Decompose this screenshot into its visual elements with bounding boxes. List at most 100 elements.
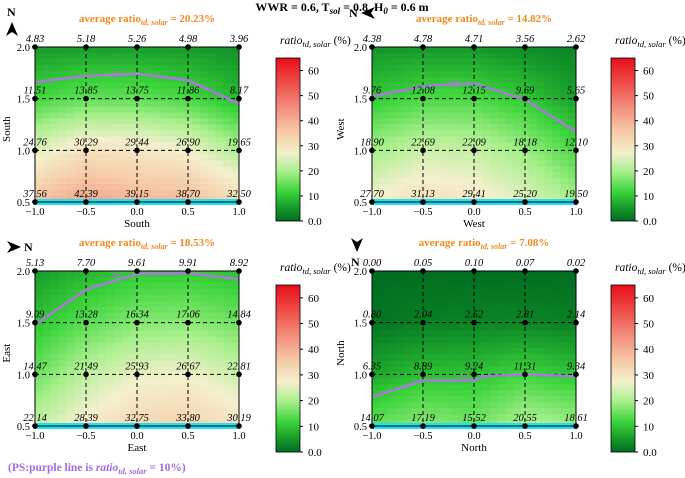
heatmap-cell xyxy=(129,142,138,149)
heatmap-cell xyxy=(144,154,154,161)
heatmap-cell xyxy=(426,148,436,155)
heatmap-cell xyxy=(544,94,554,102)
heatmap-cell xyxy=(191,378,201,385)
heatmap-cell xyxy=(160,172,169,179)
heatmap-cell xyxy=(434,106,444,114)
heatmap-cell xyxy=(544,172,554,179)
heatmap-cell xyxy=(528,64,538,72)
heatmap-cell xyxy=(560,160,569,167)
heatmap-cell xyxy=(450,124,459,132)
heatmap-cell xyxy=(199,378,209,385)
heatmap-cell xyxy=(231,148,239,155)
heatmap-cell xyxy=(113,324,122,332)
heatmap-cell xyxy=(544,360,554,367)
heatmap-cell xyxy=(466,142,475,149)
heatmap-cell xyxy=(42,300,52,308)
heatmap-cell xyxy=(50,64,60,72)
heatmap-cell xyxy=(74,82,83,90)
heatmap-cell xyxy=(568,378,576,385)
heatmap-cell xyxy=(458,88,467,96)
heatmap-cell xyxy=(458,408,467,415)
heatmap-cell xyxy=(434,76,444,84)
heatmap-cell xyxy=(528,88,538,96)
heatmap-cell xyxy=(176,324,185,332)
heatmap-cell xyxy=(372,294,381,302)
colorbar-tick-label: 0.0 xyxy=(643,216,657,228)
heatmap-cell xyxy=(536,271,546,278)
heatmap-cell xyxy=(199,294,209,302)
heatmap-cell xyxy=(97,324,107,332)
heatmap-cell xyxy=(474,76,483,84)
colorbar-tick-label: 40 xyxy=(308,344,320,356)
heatmap-cell xyxy=(144,142,154,149)
heatmap-cell xyxy=(105,64,115,72)
north-indicator: N xyxy=(349,6,375,20)
heatmap-cell xyxy=(199,58,209,66)
heatmap-cell xyxy=(223,360,232,367)
heatmap-cell xyxy=(560,360,569,367)
data-point xyxy=(471,371,477,378)
heatmap-cell xyxy=(387,318,397,326)
heatmap-cell xyxy=(89,360,99,367)
heatmap-cell xyxy=(121,396,130,403)
heatmap-cell xyxy=(66,88,75,96)
heatmap-cell xyxy=(152,324,162,332)
x-tick-label: 1.0 xyxy=(232,431,245,442)
heatmap-cell xyxy=(372,148,381,155)
heatmap-cell xyxy=(191,118,201,126)
heatmap-cell xyxy=(411,288,420,296)
heatmap-cell xyxy=(434,300,444,308)
heatmap-cell xyxy=(372,330,381,338)
heatmap-cell xyxy=(160,384,169,391)
colorbar-tick-label: 0.0 xyxy=(308,216,322,228)
heatmap-cell xyxy=(223,100,232,108)
heatmap-cell xyxy=(568,384,576,391)
heatmap-cell xyxy=(35,312,44,320)
heatmap-cell xyxy=(481,300,491,308)
heatmap-cell xyxy=(144,294,154,302)
heatmap-cell xyxy=(97,408,107,415)
heatmap-cell xyxy=(215,306,224,314)
heatmap-cell xyxy=(58,294,67,302)
data-point xyxy=(83,371,89,378)
heatmap-cell xyxy=(442,154,452,161)
heatmap-cell xyxy=(121,330,130,338)
colorbar-label-sub: td, solar xyxy=(637,266,666,276)
heatmap-cell xyxy=(144,136,154,143)
heatmap-cell xyxy=(113,148,122,155)
value-label: 0.07 xyxy=(516,258,535,269)
heatmap-cell xyxy=(191,160,201,167)
heatmap-cell xyxy=(450,64,459,72)
heatmap-cell xyxy=(152,402,162,409)
heatmap-cell xyxy=(223,58,232,66)
heatmap-cell xyxy=(403,178,412,185)
heatmap-cell xyxy=(168,402,177,409)
heatmap-cell xyxy=(144,106,154,114)
heatmap-cell xyxy=(144,354,154,362)
heatmap-cell xyxy=(458,330,467,338)
heatmap-cell xyxy=(387,354,397,362)
heatmap-cell xyxy=(513,100,522,108)
heatmap-cell xyxy=(528,58,538,66)
heatmap-cell xyxy=(497,52,506,60)
heatmap-cell xyxy=(129,130,138,138)
heatmap-cell xyxy=(121,142,130,149)
colorbar-tick-label: 40 xyxy=(643,116,655,128)
heatmap-cell xyxy=(113,184,122,191)
heatmap-cell xyxy=(544,136,554,143)
heatmap-cell xyxy=(74,378,83,385)
x-axis-label: East xyxy=(128,442,147,454)
heatmap-cell xyxy=(74,100,83,108)
heatmap-cell xyxy=(35,106,44,114)
heatmap-cell xyxy=(137,312,146,320)
heatmap-cell xyxy=(89,288,99,296)
heatmap-cell xyxy=(223,136,232,143)
heatmap-cell xyxy=(215,166,224,173)
heatmap-cell xyxy=(97,142,107,149)
heatmap-cell xyxy=(223,366,232,373)
heatmap-cell xyxy=(191,288,201,296)
heatmap-cell xyxy=(426,154,436,161)
heatmap-cell xyxy=(42,58,52,66)
heatmap-cell xyxy=(207,136,217,143)
heatmap-cell xyxy=(372,402,381,409)
